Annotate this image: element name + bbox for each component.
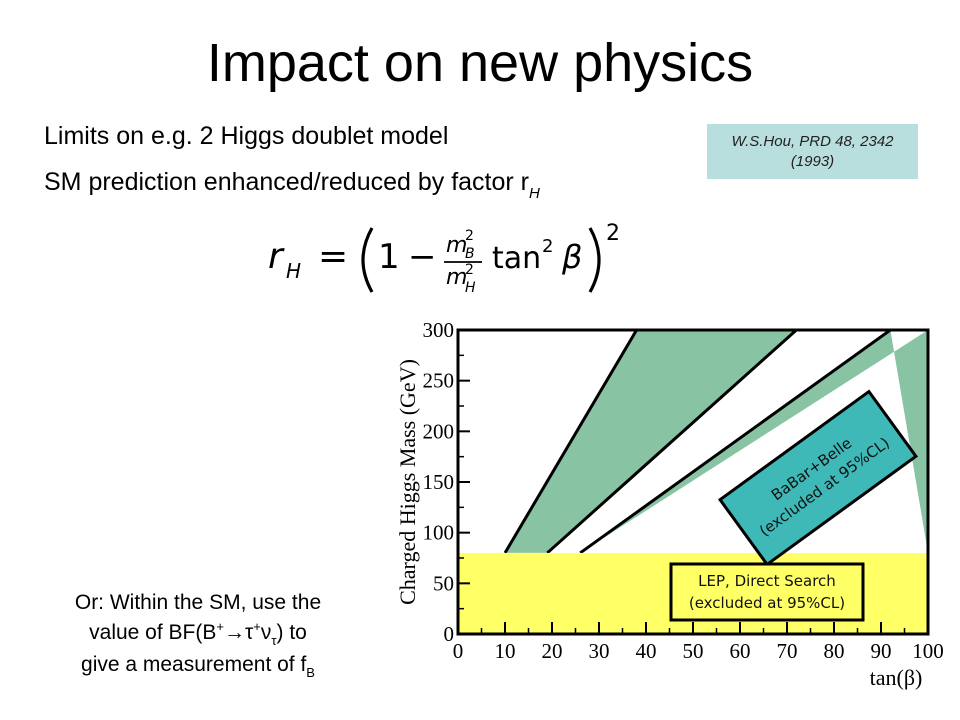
x-tick-label: 10 (495, 639, 516, 663)
x-tick-label: 50 (683, 639, 704, 663)
bullet-sm-prediction: SM prediction enhanced/reduced by factor… (44, 167, 540, 202)
citation-box: W.S.Hou, PRD 48, 2342 (1993) (707, 124, 918, 179)
formula-r-sub: H (286, 259, 301, 283)
formula-equals: = (318, 236, 348, 277)
formula-den-m: m (446, 265, 467, 290)
bottom-note: Or: Within the SM, use the value of BF(B… (30, 588, 366, 682)
rh-formula: r H = 1 − m 2 B m 2 H tan 2 β 2 (268, 221, 620, 296)
y-tick-label: 0 (444, 622, 455, 646)
bottom-line3-sub: B (306, 665, 315, 680)
x-tick-label: 90 (871, 639, 892, 663)
y-axis-label: Charged Higgs Mass (GeV) (395, 359, 420, 605)
bullet-limits-text: Limits on e.g. 2 Higgs doublet model (44, 122, 449, 150)
formula-minus: − (408, 237, 437, 277)
x-tick-label: 30 (589, 639, 610, 663)
y-tick-label: 200 (423, 419, 455, 443)
x-tick-label: 60 (730, 639, 751, 663)
left-paren (361, 227, 374, 293)
formula-num-sup: 2 (465, 228, 474, 244)
bullet-sm-subscript: H (529, 185, 540, 202)
formula-beta: β (561, 238, 582, 276)
formula-outer-sup: 2 (606, 221, 620, 246)
formula-one: 1 (378, 237, 400, 277)
x-tick-label: 100 (912, 639, 944, 663)
babar-belle-label: BaBar+Belle (excluded at 95%CL) (717, 389, 919, 567)
x-tick-label: 80 (824, 639, 845, 663)
x-tick-label: 0 (453, 639, 464, 663)
band-boundary-1-line_a (503, 330, 638, 554)
bottom-line3-pre: give a measurement of f (81, 653, 307, 676)
exclusion-chart: 0 10 20 30 40 50 60 70 80 90 100 0 50 100 150 200 250 300… (395, 318, 944, 690)
lep-title: LEP, Direct Search (698, 572, 836, 590)
bottom-line2-sup2: + (253, 619, 261, 634)
band-boundary-2-line_a (579, 330, 892, 555)
right-paren (588, 227, 601, 293)
bottom-line2-nu: ν (260, 621, 272, 644)
axis-ticks: 0 10 20 30 40 50 60 70 80 90 100 0 50 100 150 200 250 300 (423, 318, 944, 663)
formula-tan: tan (492, 241, 541, 276)
x-tick-label: 70 (777, 639, 798, 663)
excluded-band-2 (580, 330, 928, 553)
bullet-limits: Limits on e.g. 2 Higgs doublet model (44, 121, 448, 151)
bottom-line2-pre: value of BF(B (89, 621, 217, 644)
formula-r: r (268, 236, 285, 277)
y-tick-label: 250 (423, 369, 455, 393)
lep-label: LEP, Direct Search (excluded at 95%CL) (669, 562, 865, 622)
x-axis-label: tan(β) (870, 665, 923, 690)
y-tick-label: 300 (423, 318, 455, 342)
formula-num-sub: B (465, 246, 475, 262)
bottom-line2-sup1: + (216, 619, 224, 634)
x-tick-label: 40 (636, 639, 657, 663)
lep-box (669, 562, 865, 622)
bottom-line2-post: ) to (276, 621, 307, 644)
bottom-line3: give a measurement of fB (30, 650, 366, 682)
band-boundary-1-line_b (546, 330, 798, 555)
formula-den-sup: 2 (465, 262, 474, 278)
slide-title: Impact on new physics (206, 33, 754, 93)
formula-num-m: m (446, 233, 467, 258)
bullet-sm-text: SM prediction enhanced/reduced by factor… (44, 168, 529, 196)
y-tick-label: 150 (423, 470, 455, 494)
babar-belle-box (717, 389, 919, 567)
lep-note: (excluded at 95%CL) (689, 594, 845, 612)
y-tick-label: 50 (433, 571, 454, 595)
bottom-line2-arrow: →τ (223, 621, 254, 644)
formula-den-sub: H (465, 280, 476, 296)
bottom-line1: Or: Within the SM, use the (74, 591, 322, 614)
x-tick-label: 20 (542, 639, 563, 663)
y-tick-label: 100 (423, 521, 455, 545)
formula-tan-sup: 2 (542, 236, 553, 257)
bottom-line2: value of BF(B+→τ+ντ) to (30, 618, 366, 650)
bottom-line2-nu-sub: τ (271, 633, 277, 648)
excluded-band-1 (505, 330, 797, 553)
